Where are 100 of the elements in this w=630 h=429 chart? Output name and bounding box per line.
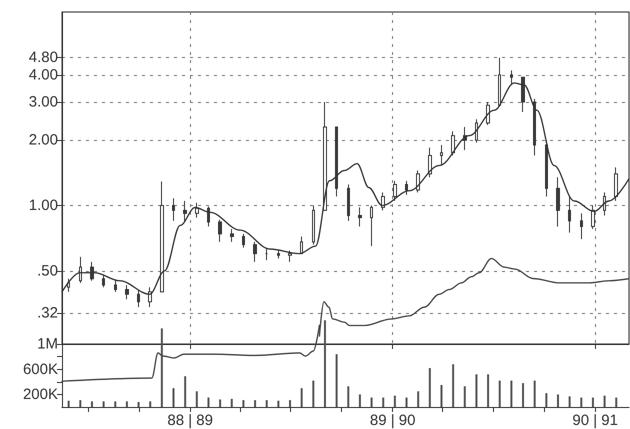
- bar: [406, 398, 408, 407]
- candlestick: [335, 126, 338, 198]
- x-tick-label: 88 | 89: [167, 412, 213, 429]
- y-tick-label: 1M: [37, 336, 58, 353]
- x-tick-label: 89 | 90: [370, 412, 416, 429]
- bar: [79, 400, 82, 407]
- candlestick: [405, 180, 408, 196]
- candlestick: [323, 102, 327, 211]
- bar: [184, 376, 186, 407]
- candlestick: [90, 261, 94, 282]
- bar: [149, 401, 152, 407]
- candlestick: [242, 233, 245, 248]
- candlestick: [358, 206, 362, 228]
- bar: [394, 396, 396, 407]
- candlestick: [463, 126, 467, 151]
- candlestick: [172, 198, 175, 222]
- candlestick: [475, 118, 478, 144]
- candlestick: [79, 256, 82, 284]
- candlestick: [580, 212, 583, 240]
- bar: [266, 400, 268, 407]
- y-tick-label: .50: [37, 262, 58, 280]
- y-tick-label: 4.00: [28, 66, 58, 84]
- bar: [254, 400, 256, 407]
- y-tick-label: 200K: [22, 386, 58, 403]
- candlestick: [486, 102, 490, 126]
- bar: [289, 400, 292, 407]
- y-tick-label: 3.00: [28, 94, 58, 111]
- candlestick: [114, 280, 117, 292]
- candlestick: [545, 140, 548, 198]
- bar: [230, 398, 233, 407]
- candlestick: [428, 147, 432, 178]
- bar: [207, 398, 210, 407]
- candlestick: [312, 205, 315, 246]
- bar: [487, 374, 490, 407]
- bar: [545, 393, 548, 407]
- bar: [615, 398, 618, 407]
- y-tick-label: 600K: [22, 360, 58, 378]
- candlestick: [230, 228, 234, 242]
- bar: [114, 401, 116, 407]
- bar: [498, 380, 501, 407]
- bar: [452, 364, 454, 407]
- bar: [440, 385, 442, 407]
- candlestick: [300, 236, 303, 254]
- candlestick: [218, 219, 222, 242]
- bar: [568, 396, 571, 407]
- candlestick: [288, 250, 292, 262]
- bar: [417, 391, 420, 407]
- bar: [172, 388, 175, 407]
- bar: [90, 401, 93, 407]
- candlestick: [160, 181, 164, 292]
- bar: [68, 400, 70, 407]
- bar: [277, 400, 280, 407]
- bar: [300, 388, 303, 407]
- candlestick: [370, 205, 373, 247]
- candlestick: [265, 247, 268, 261]
- bar: [556, 394, 559, 407]
- y-tick-label: 4.80: [28, 49, 58, 66]
- bar: [242, 400, 244, 407]
- candlestick: [195, 202, 199, 218]
- candlestick: [440, 144, 443, 165]
- bar: [126, 401, 128, 407]
- bar: [592, 398, 594, 407]
- bar: [324, 320, 326, 407]
- bar: [219, 399, 222, 407]
- bar: [370, 398, 373, 407]
- candlestick: [614, 166, 618, 202]
- candlestick: [102, 274, 105, 288]
- x-tick-label: 90 | 91: [572, 412, 618, 429]
- bar: [160, 328, 163, 407]
- y-tick-label: .32: [37, 304, 58, 322]
- bar: [196, 391, 198, 407]
- bar: [510, 380, 512, 407]
- y-tick-label: 2.00: [28, 132, 58, 149]
- candlestick: [67, 278, 70, 292]
- candlestick: [347, 184, 350, 222]
- bar: [358, 394, 361, 407]
- bar: [138, 402, 140, 407]
- candlestick: [556, 176, 560, 228]
- y-tick-label: 1.00: [28, 197, 58, 214]
- candlestick: [253, 241, 257, 262]
- bar: [347, 386, 350, 407]
- bar: [382, 398, 384, 407]
- bar: [475, 374, 478, 407]
- candlestick: [183, 200, 187, 222]
- candlestick: [451, 130, 455, 156]
- candlestick: [591, 205, 595, 230]
- bar: [428, 368, 431, 407]
- candlestick: [568, 196, 571, 234]
- bar: [580, 398, 582, 407]
- bar: [102, 401, 105, 407]
- candlestick: [393, 180, 397, 202]
- bar: [336, 354, 338, 407]
- bar: [312, 380, 314, 407]
- candlestick: [533, 98, 536, 156]
- candlestick: [207, 206, 210, 228]
- bar: [522, 383, 524, 407]
- bar: [534, 380, 536, 407]
- candlestick: [381, 192, 385, 211]
- bar: [604, 396, 606, 407]
- candlestick: [277, 250, 280, 259]
